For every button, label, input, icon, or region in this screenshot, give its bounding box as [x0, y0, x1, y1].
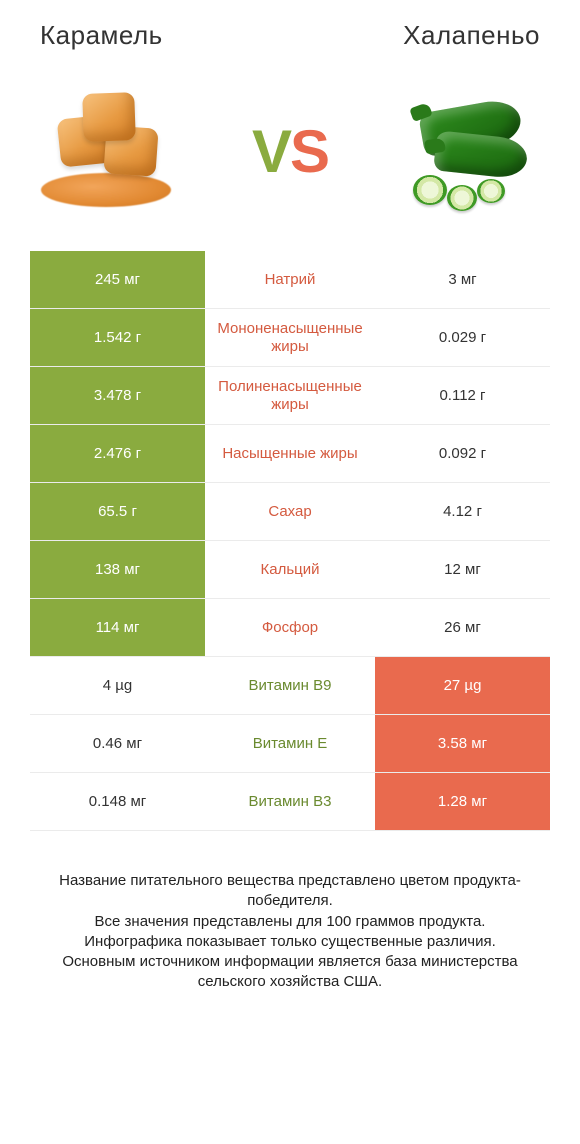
- left-value-cell: 4 µg: [30, 657, 205, 714]
- left-value-cell: 2.476 г: [30, 425, 205, 482]
- footer-line: Название питательного вещества представл…: [30, 871, 550, 912]
- nutrient-label-cell: Витамин B3: [205, 773, 375, 830]
- left-value-cell: 114 мг: [30, 599, 205, 656]
- left-value-cell: 1.542 г: [30, 309, 205, 366]
- left-value-cell: 245 мг: [30, 251, 205, 308]
- right-value-cell: 4.12 г: [375, 483, 550, 540]
- right-value-cell: 0.029 г: [375, 309, 550, 366]
- nutrient-label-cell: Полиненасыщенные жиры: [205, 367, 375, 424]
- left-product-title: Карамель: [40, 20, 163, 51]
- left-product-image: [30, 86, 190, 216]
- jalapeno-icon: [395, 91, 545, 211]
- right-value-cell: 0.112 г: [375, 367, 550, 424]
- left-value-cell: 0.46 мг: [30, 715, 205, 772]
- footer-line: Все значения представлены для 100 граммо…: [30, 912, 550, 932]
- title-row: Карамель Халапеньо: [0, 0, 580, 61]
- comparison-table: 245 мгНатрий3 мг1.542 гМононенасыщенные …: [30, 251, 550, 831]
- right-value-cell: 3 мг: [375, 251, 550, 308]
- left-value-cell: 0.148 мг: [30, 773, 205, 830]
- left-value-cell: 65.5 г: [30, 483, 205, 540]
- table-row: 0.148 мгВитамин B31.28 мг: [30, 773, 550, 831]
- nutrient-label-cell: Насыщенные жиры: [205, 425, 375, 482]
- table-row: 114 мгФосфор26 мг: [30, 599, 550, 657]
- nutrient-label-cell: Мононенасыщенные жиры: [205, 309, 375, 366]
- right-value-cell: 0.092 г: [375, 425, 550, 482]
- footer-line: Основным источником информации является …: [30, 952, 550, 993]
- nutrient-label-cell: Натрий: [205, 251, 375, 308]
- table-row: 3.478 гПолиненасыщенные жиры0.112 г: [30, 367, 550, 425]
- nutrient-label-cell: Витамин E: [205, 715, 375, 772]
- hero-row: VS: [0, 61, 580, 251]
- right-value-cell: 26 мг: [375, 599, 550, 656]
- nutrient-label-cell: Сахар: [205, 483, 375, 540]
- table-row: 2.476 гНасыщенные жиры0.092 г: [30, 425, 550, 483]
- nutrient-label-cell: Витамин B9: [205, 657, 375, 714]
- vs-s: S: [290, 118, 328, 185]
- table-row: 0.46 мгВитамин E3.58 мг: [30, 715, 550, 773]
- vs-v: V: [252, 118, 290, 185]
- nutrient-label-cell: Фосфор: [205, 599, 375, 656]
- table-row: 245 мгНатрий3 мг: [30, 251, 550, 309]
- right-value-cell: 27 µg: [375, 657, 550, 714]
- table-row: 4 µgВитамин B927 µg: [30, 657, 550, 715]
- caramel-icon: [35, 91, 185, 211]
- nutrient-label-cell: Кальций: [205, 541, 375, 598]
- left-value-cell: 138 мг: [30, 541, 205, 598]
- right-value-cell: 1.28 мг: [375, 773, 550, 830]
- left-value-cell: 3.478 г: [30, 367, 205, 424]
- right-value-cell: 12 мг: [375, 541, 550, 598]
- vs-label: VS: [252, 117, 328, 186]
- right-value-cell: 3.58 мг: [375, 715, 550, 772]
- right-product-title: Халапеньо: [403, 20, 540, 51]
- table-row: 1.542 гМононенасыщенные жиры0.029 г: [30, 309, 550, 367]
- right-product-image: [390, 86, 550, 216]
- footer-line: Инфографика показывает только существенн…: [30, 932, 550, 952]
- table-row: 65.5 гСахар4.12 г: [30, 483, 550, 541]
- footer-notes: Название питательного вещества представл…: [30, 871, 550, 993]
- table-row: 138 мгКальций12 мг: [30, 541, 550, 599]
